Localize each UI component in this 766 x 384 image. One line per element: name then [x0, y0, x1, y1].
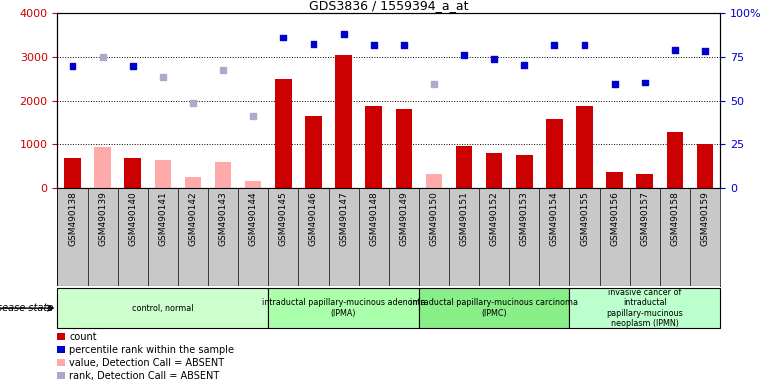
Text: GSM490149: GSM490149 [399, 191, 408, 246]
Text: GSM490156: GSM490156 [611, 191, 619, 246]
Point [608, 81, 620, 87]
Point [187, 100, 199, 106]
Bar [275, 79, 292, 188]
Bar [426, 174, 442, 188]
Text: percentile rank within the sample: percentile rank within the sample [69, 345, 234, 355]
Bar [305, 116, 322, 188]
Point [217, 67, 229, 73]
Text: GSM490150: GSM490150 [430, 191, 438, 246]
Text: GSM490148: GSM490148 [369, 191, 378, 246]
Bar [486, 153, 502, 188]
Text: GSM490158: GSM490158 [670, 191, 679, 246]
Text: GSM490146: GSM490146 [309, 191, 318, 246]
Text: GSM490155: GSM490155 [580, 191, 589, 246]
Text: invasive cancer of
intraductal
papillary-mucinous
neoplasm (IPMN): invasive cancer of intraductal papillary… [607, 288, 683, 328]
Point [157, 74, 169, 80]
Point [669, 46, 681, 53]
Bar [155, 160, 171, 188]
Point [458, 52, 470, 58]
Point [126, 63, 139, 69]
Text: GSM490154: GSM490154 [550, 191, 559, 246]
Text: GSM490142: GSM490142 [188, 191, 198, 246]
Text: GSM490141: GSM490141 [159, 191, 167, 246]
Point [97, 54, 109, 60]
FancyBboxPatch shape [57, 288, 268, 328]
Text: GSM490152: GSM490152 [489, 191, 499, 246]
Bar [124, 157, 141, 188]
Point [548, 42, 561, 48]
FancyBboxPatch shape [569, 288, 720, 328]
Point [488, 56, 500, 62]
Bar [576, 106, 593, 188]
FancyBboxPatch shape [268, 288, 419, 328]
Text: GSM490157: GSM490157 [640, 191, 650, 246]
Bar [697, 144, 713, 188]
Bar [365, 106, 382, 188]
Text: GSM490153: GSM490153 [520, 191, 529, 246]
Point [427, 81, 440, 87]
Text: GSM490147: GSM490147 [339, 191, 348, 246]
Point [699, 48, 711, 55]
Text: GSM490151: GSM490151 [460, 191, 469, 246]
Bar [57, 333, 65, 340]
Text: GSM490159: GSM490159 [700, 191, 709, 246]
Point [67, 63, 79, 69]
Bar [57, 372, 65, 379]
Text: GSM490140: GSM490140 [128, 191, 137, 246]
Point [368, 42, 380, 48]
Text: disease state: disease state [0, 303, 54, 313]
Text: intraductal papillary-mucinous adenoma
(IPMA): intraductal papillary-mucinous adenoma (… [262, 298, 425, 318]
Text: GSM490139: GSM490139 [98, 191, 107, 246]
Text: value, Detection Call = ABSENT: value, Detection Call = ABSENT [69, 358, 224, 367]
FancyBboxPatch shape [419, 288, 569, 328]
Point [277, 35, 290, 41]
Bar [64, 159, 80, 188]
Title: GDS3836 / 1559394_a_at: GDS3836 / 1559394_a_at [309, 0, 469, 12]
Bar [637, 174, 653, 188]
Bar [666, 132, 683, 188]
Point [307, 41, 319, 47]
Bar [57, 359, 65, 366]
Point [338, 31, 350, 38]
Bar [57, 346, 65, 353]
Bar [607, 172, 623, 188]
Text: rank, Detection Call = ABSENT: rank, Detection Call = ABSENT [69, 371, 219, 381]
Bar [185, 177, 201, 188]
Text: control, normal: control, normal [132, 304, 194, 313]
Point [398, 42, 410, 48]
Text: GSM490145: GSM490145 [279, 191, 288, 246]
Point [518, 62, 530, 68]
Text: GSM490144: GSM490144 [249, 191, 257, 246]
Bar [516, 154, 532, 188]
Point [639, 79, 651, 86]
Text: GSM490138: GSM490138 [68, 191, 77, 246]
Bar [546, 119, 563, 188]
Point [578, 42, 591, 48]
Bar [214, 162, 231, 188]
Bar [245, 181, 261, 188]
Point [247, 113, 260, 119]
Text: GSM490143: GSM490143 [218, 191, 228, 246]
Bar [94, 147, 111, 188]
Text: count: count [69, 332, 97, 342]
Bar [456, 146, 473, 188]
Bar [395, 109, 412, 188]
Text: intraductal papillary-mucinous carcinoma
(IPMC): intraductal papillary-mucinous carcinoma… [410, 298, 578, 318]
Bar [336, 55, 352, 188]
